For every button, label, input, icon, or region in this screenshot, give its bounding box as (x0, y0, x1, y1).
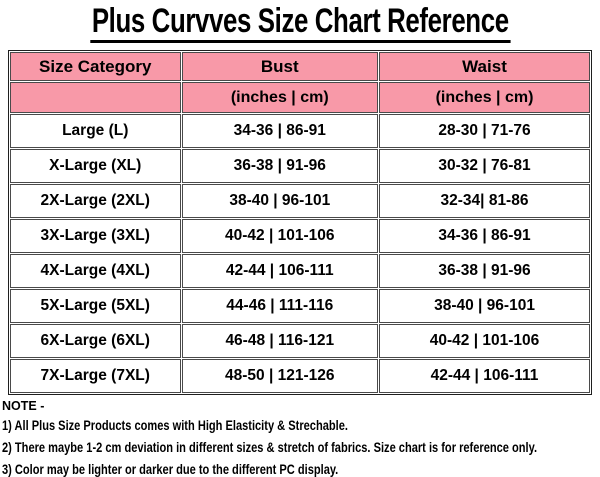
waist-cell: 34-36 | 86-91 (379, 219, 590, 253)
table-row: 3X-Large (3XL) 40-42 | 101-106 34-36 | 8… (10, 219, 590, 253)
table-header-row: Size Category Bust Waist (10, 52, 590, 81)
bust-cell: 42-44 | 106-111 (181, 254, 379, 288)
table-row: 5X-Large (5XL) 44-46 | 111-116 38-40 | 9… (10, 289, 590, 323)
bust-cell: 44-46 | 111-116 (181, 289, 379, 323)
size-chart-table: Size Category Bust Waist (inches | cm) (… (8, 50, 592, 395)
table-row: 2X-Large (2XL) 38-40 | 96-101 32-34| 81-… (10, 184, 590, 218)
table-subheader-row: (inches | cm) (inches | cm) (10, 82, 590, 113)
table-row: Large (L) 34-36 | 86-91 28-30 | 71-76 (10, 114, 590, 148)
page-title: Plus Curvves Size Chart Reference (90, 3, 510, 43)
column-header-size-category: Size Category (10, 52, 181, 81)
size-cell: X-Large (XL) (10, 149, 181, 183)
bust-cell: 46-48 | 116-121 (181, 324, 379, 358)
notes-section: NOTE - 1) All Plus Size Products comes w… (2, 399, 600, 477)
column-header-bust: Bust (181, 52, 379, 81)
size-cell: 7X-Large (7XL) (10, 359, 181, 393)
subheader-waist-units: (inches | cm) (379, 82, 590, 113)
bust-cell: 40-42 | 101-106 (181, 219, 379, 253)
waist-cell: 28-30 | 71-76 (379, 114, 590, 148)
waist-cell: 42-44 | 106-111 (379, 359, 590, 393)
subheader-size-category (10, 82, 181, 113)
waist-cell: 40-42 | 101-106 (379, 324, 590, 358)
bust-cell: 38-40 | 96-101 (181, 184, 379, 218)
table-row: X-Large (XL) 36-38 | 91-96 30-32 | 76-81 (10, 149, 590, 183)
size-cell: 2X-Large (2XL) (10, 184, 181, 218)
column-header-waist: Waist (379, 52, 590, 81)
size-cell: 4X-Large (4XL) (10, 254, 181, 288)
waist-cell: 36-38 | 91-96 (379, 254, 590, 288)
table-row: 4X-Large (4XL) 42-44 | 106-111 36-38 | 9… (10, 254, 590, 288)
note-item-1: 1) All Plus Size Products comes with Hig… (2, 418, 348, 433)
page-title-wrap: Plus Curvves Size Chart Reference (0, 0, 600, 47)
note-item-2: 2) There maybe 1-2 cm deviation in diffe… (2, 440, 538, 455)
notes-heading: NOTE - (2, 399, 45, 413)
waist-cell: 32-34| 81-86 (379, 184, 590, 218)
waist-cell: 30-32 | 76-81 (379, 149, 590, 183)
waist-cell: 38-40 | 96-101 (379, 289, 590, 323)
size-cell: Large (L) (10, 114, 181, 148)
size-cell: 6X-Large (6XL) (10, 324, 181, 358)
size-cell: 3X-Large (3XL) (10, 219, 181, 253)
table-row: 6X-Large (6XL) 46-48 | 116-121 40-42 | 1… (10, 324, 590, 358)
bust-cell: 34-36 | 86-91 (181, 114, 379, 148)
table-row: 7X-Large (7XL) 48-50 | 121-126 42-44 | 1… (10, 359, 590, 393)
bust-cell: 36-38 | 91-96 (181, 149, 379, 183)
note-item-3: 3) Color may be lighter or darker due to… (2, 462, 339, 477)
subheader-bust-units: (inches | cm) (181, 82, 379, 113)
size-cell: 5X-Large (5XL) (10, 289, 181, 323)
bust-cell: 48-50 | 121-126 (181, 359, 379, 393)
